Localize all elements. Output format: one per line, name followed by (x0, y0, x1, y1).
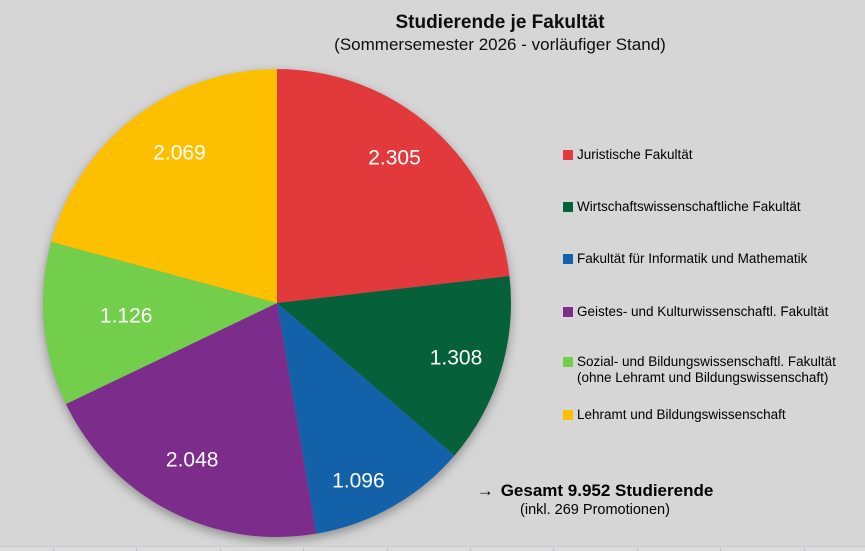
legend-label: Sozial- und Bildungswissenschaftl. Fakul… (577, 354, 836, 385)
column-divider-tick (303, 548, 304, 551)
slice-value-label: 1.126 (100, 305, 153, 328)
total-text: Gesamt 9.952 Studierende (500, 481, 714, 500)
legend-label: Fakultät für Informatik und Mathematik (577, 251, 808, 266)
legend-item-1[interactable]: Juristische Fakultät (563, 147, 693, 163)
slice-value-label: 1.096 (332, 470, 385, 493)
pie-slice-2[interactable] (277, 276, 512, 456)
column-divider-tick (553, 548, 554, 551)
legend-item-3[interactable]: Fakultät für Informatik und Mathematik (563, 251, 807, 267)
slice-value-label: 1.308 (430, 346, 483, 369)
total-line: → Gesamt 9.952 Studierende (440, 480, 750, 501)
column-divider-tick (637, 548, 638, 551)
slice-value-label: 2.069 (153, 141, 206, 164)
legend-label: Geistes- und Kulturwissenschaftl. Fakult… (577, 304, 829, 319)
legend-item-5[interactable]: Sozial- und Bildungswissenschaftl. Fakul… (563, 354, 836, 386)
chart-title-block: Studierende je Fakultät (Sommersemester … (280, 11, 720, 56)
column-divider-tick (136, 548, 137, 551)
slice-value-label: 2.305 (368, 147, 421, 170)
right-arrow-icon: → (476, 481, 494, 500)
chart-subtitle: (Sommersemester 2026 - vorläufiger Stand… (334, 35, 666, 54)
column-divider-tick (804, 548, 805, 551)
column-divider-tick (220, 548, 221, 551)
legend-swatch-icon (563, 202, 573, 212)
legend-swatch-icon (563, 307, 573, 317)
chart-title: Studierende je Fakultät (395, 12, 605, 33)
legend-swatch-icon (563, 150, 573, 160)
legend-item-4[interactable]: Geistes- und Kulturwissenschaftl. Fakult… (563, 304, 828, 320)
pie-value-labels: 2.305 1.308 1.096 2.048 1.126 2.069 (100, 141, 482, 492)
legend-item-2[interactable]: Wirtschaftswissenschaftliche Fakultät (563, 199, 801, 215)
legend-swatch-icon (563, 410, 573, 420)
legend-label: Lehramt und Bildungswissenschaft (577, 407, 786, 422)
pie-slice-1[interactable] (277, 69, 510, 303)
pie-slice-6[interactable] (51, 69, 277, 303)
legend-swatch-icon (563, 357, 573, 367)
column-divider-tick (387, 548, 388, 551)
slice-value-label: 2.048 (166, 448, 219, 471)
legend-item-6[interactable]: Lehramt und Bildungswissenschaft (563, 407, 786, 423)
column-divider-tick (470, 548, 471, 551)
legend-swatch-icon (563, 254, 573, 264)
total-subtext: (inkl. 269 Promotionen) (520, 502, 670, 518)
worksheet-row-hint (0, 546, 865, 551)
legend-label: Wirtschaftswissenschaftliche Fakultät (577, 199, 801, 214)
pie-slice-5[interactable] (43, 241, 278, 405)
pie-slice-3[interactable] (277, 303, 455, 534)
pie-plot-area (43, 69, 512, 537)
column-divider-tick (53, 548, 54, 551)
total-annotation: → Gesamt 9.952 Studierende (inkl. 269 Pro… (440, 480, 750, 520)
column-divider-tick (720, 548, 721, 551)
legend-label: Juristische Fakultät (577, 147, 693, 162)
pie-slice-4[interactable] (65, 303, 317, 537)
